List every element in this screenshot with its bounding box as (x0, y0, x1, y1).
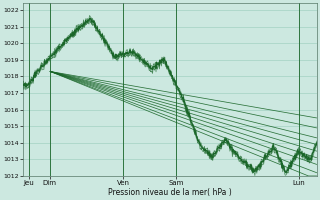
X-axis label: Pression niveau de la mer( hPa ): Pression niveau de la mer( hPa ) (108, 188, 232, 197)
